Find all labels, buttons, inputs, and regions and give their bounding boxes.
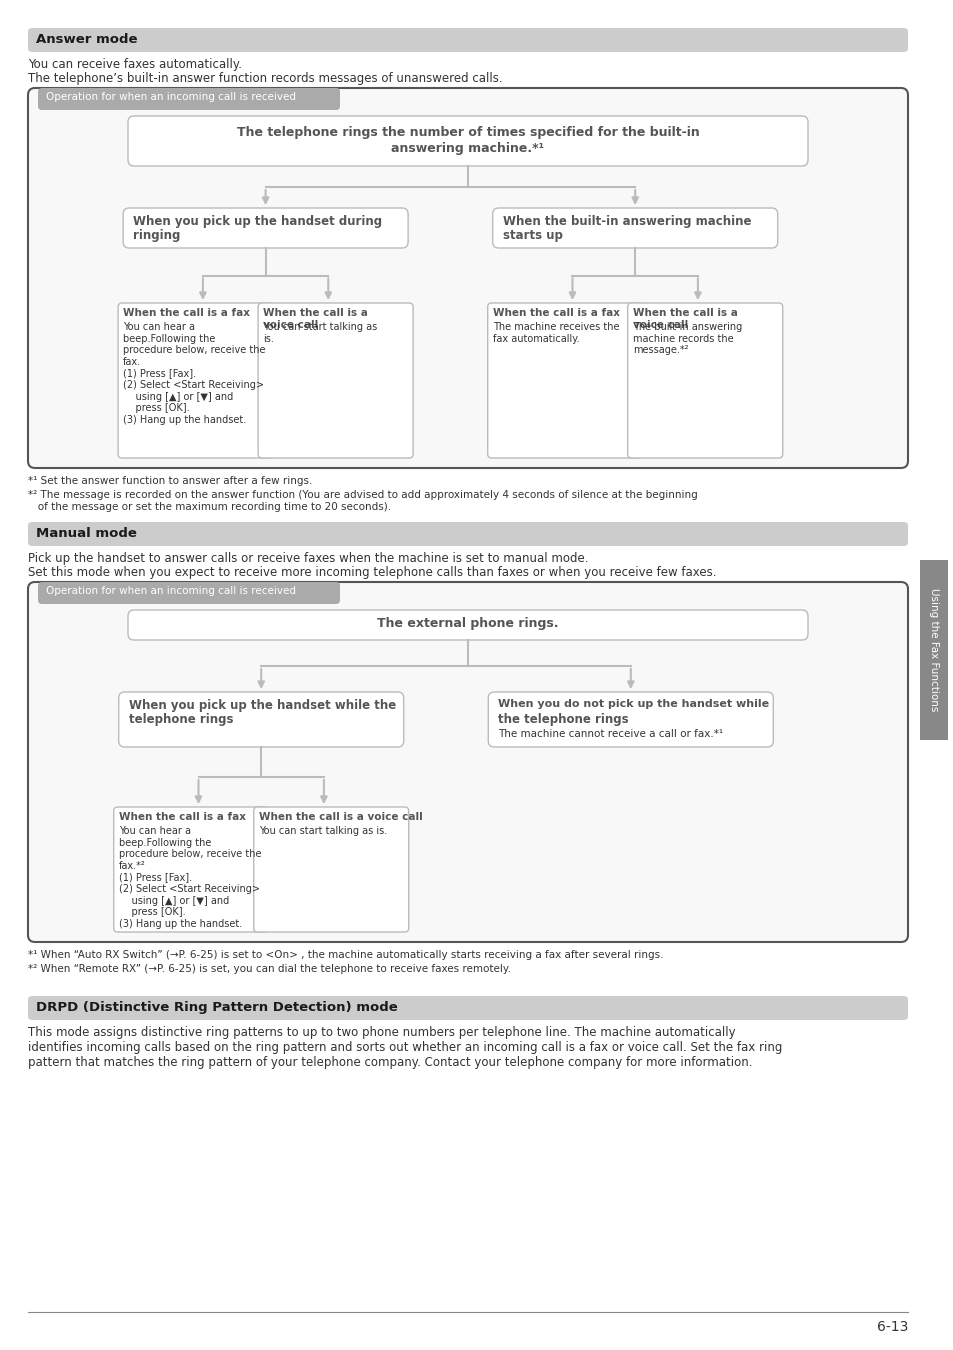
- Text: When the call is a voice call: When the call is a voice call: [258, 811, 422, 822]
- Text: When the call is a
voice call: When the call is a voice call: [632, 308, 737, 329]
- FancyBboxPatch shape: [492, 208, 777, 248]
- Text: When you pick up the handset during: When you pick up the handset during: [133, 215, 382, 228]
- Text: starts up: starts up: [502, 230, 562, 242]
- FancyBboxPatch shape: [28, 88, 907, 468]
- FancyBboxPatch shape: [253, 807, 408, 931]
- Text: DRPD (Distinctive Ring Pattern Detection) mode: DRPD (Distinctive Ring Pattern Detection…: [36, 1000, 397, 1014]
- FancyBboxPatch shape: [128, 610, 807, 640]
- Text: *² The message is recorded on the answer function (You are advised to add approx: *² The message is recorded on the answer…: [28, 490, 697, 512]
- Text: Set this mode when you expect to receive more incoming telephone calls than faxe: Set this mode when you expect to receive…: [28, 566, 716, 579]
- Text: When the built-in answering machine: When the built-in answering machine: [502, 215, 750, 228]
- Text: The external phone rings.: The external phone rings.: [376, 617, 558, 630]
- Text: You can hear a
beep.Following the
procedure below, receive the
fax.*²
(1) Press : You can hear a beep.Following the proced…: [118, 826, 261, 929]
- Text: the telephone rings: the telephone rings: [497, 713, 628, 726]
- FancyBboxPatch shape: [128, 116, 807, 166]
- Text: The telephone rings the number of times specified for the built-in: The telephone rings the number of times …: [236, 126, 699, 139]
- FancyBboxPatch shape: [118, 302, 273, 458]
- Text: You can start talking as is.: You can start talking as is.: [258, 826, 387, 836]
- FancyBboxPatch shape: [258, 302, 413, 458]
- Text: Manual mode: Manual mode: [36, 526, 136, 540]
- Text: When you do not pick up the handset while: When you do not pick up the handset whil…: [497, 699, 769, 709]
- Text: Pick up the handset to answer calls or receive faxes when the machine is set to : Pick up the handset to answer calls or r…: [28, 552, 588, 566]
- FancyBboxPatch shape: [487, 302, 642, 458]
- Text: When the call is a fax: When the call is a fax: [492, 308, 619, 319]
- Text: You can receive faxes automatically.: You can receive faxes automatically.: [28, 58, 242, 72]
- Text: *² When “Remote RX” (→P. 6-25) is set, you can dial the telephone to receive fax: *² When “Remote RX” (→P. 6-25) is set, y…: [28, 964, 511, 973]
- Text: You can hear a
beep.Following the
procedure below, receive the
fax.
(1) Press [F: You can hear a beep.Following the proced…: [123, 323, 265, 425]
- Text: You can start talking as
is.: You can start talking as is.: [263, 323, 377, 344]
- Text: *¹ When “Auto RX Switch” (→P. 6-25) is set to <On> , the machine automatically s: *¹ When “Auto RX Switch” (→P. 6-25) is s…: [28, 950, 662, 960]
- Text: Operation for when an incoming call is received: Operation for when an incoming call is r…: [46, 586, 295, 595]
- FancyBboxPatch shape: [38, 582, 339, 603]
- FancyBboxPatch shape: [113, 807, 269, 931]
- Text: The machine receives the
fax automatically.: The machine receives the fax automatical…: [492, 323, 618, 344]
- Text: *¹ Set the answer function to answer after a few rings.: *¹ Set the answer function to answer aft…: [28, 477, 312, 486]
- FancyBboxPatch shape: [38, 88, 339, 109]
- FancyBboxPatch shape: [28, 996, 907, 1021]
- Text: answering machine.*¹: answering machine.*¹: [391, 142, 544, 155]
- Text: When you pick up the handset while the: When you pick up the handset while the: [129, 699, 395, 711]
- FancyBboxPatch shape: [28, 28, 907, 53]
- Text: When the call is a fax: When the call is a fax: [118, 811, 246, 822]
- FancyBboxPatch shape: [118, 693, 403, 747]
- Text: The built-in answering
machine records the
message.*²: The built-in answering machine records t…: [632, 323, 741, 355]
- Text: The telephone’s built-in answer function records messages of unanswered calls.: The telephone’s built-in answer function…: [28, 72, 502, 85]
- Text: telephone rings: telephone rings: [129, 713, 233, 726]
- FancyBboxPatch shape: [488, 693, 773, 747]
- FancyBboxPatch shape: [627, 302, 781, 458]
- Text: 6-13: 6-13: [876, 1320, 907, 1334]
- Text: ringing: ringing: [133, 230, 180, 242]
- FancyBboxPatch shape: [123, 208, 408, 248]
- Text: The machine cannot receive a call or fax.*¹: The machine cannot receive a call or fax…: [497, 729, 722, 738]
- FancyBboxPatch shape: [28, 522, 907, 545]
- Text: When the call is a fax: When the call is a fax: [123, 308, 250, 319]
- Bar: [919, 560, 947, 740]
- Text: This mode assigns distinctive ring patterns to up to two phone numbers per telep: This mode assigns distinctive ring patte…: [28, 1026, 781, 1069]
- Text: Answer mode: Answer mode: [36, 32, 137, 46]
- Text: Operation for when an incoming call is received: Operation for when an incoming call is r…: [46, 92, 295, 103]
- FancyBboxPatch shape: [28, 582, 907, 942]
- Text: When the call is a
voice call: When the call is a voice call: [263, 308, 368, 329]
- Text: Using the Fax Functions: Using the Fax Functions: [928, 589, 938, 711]
